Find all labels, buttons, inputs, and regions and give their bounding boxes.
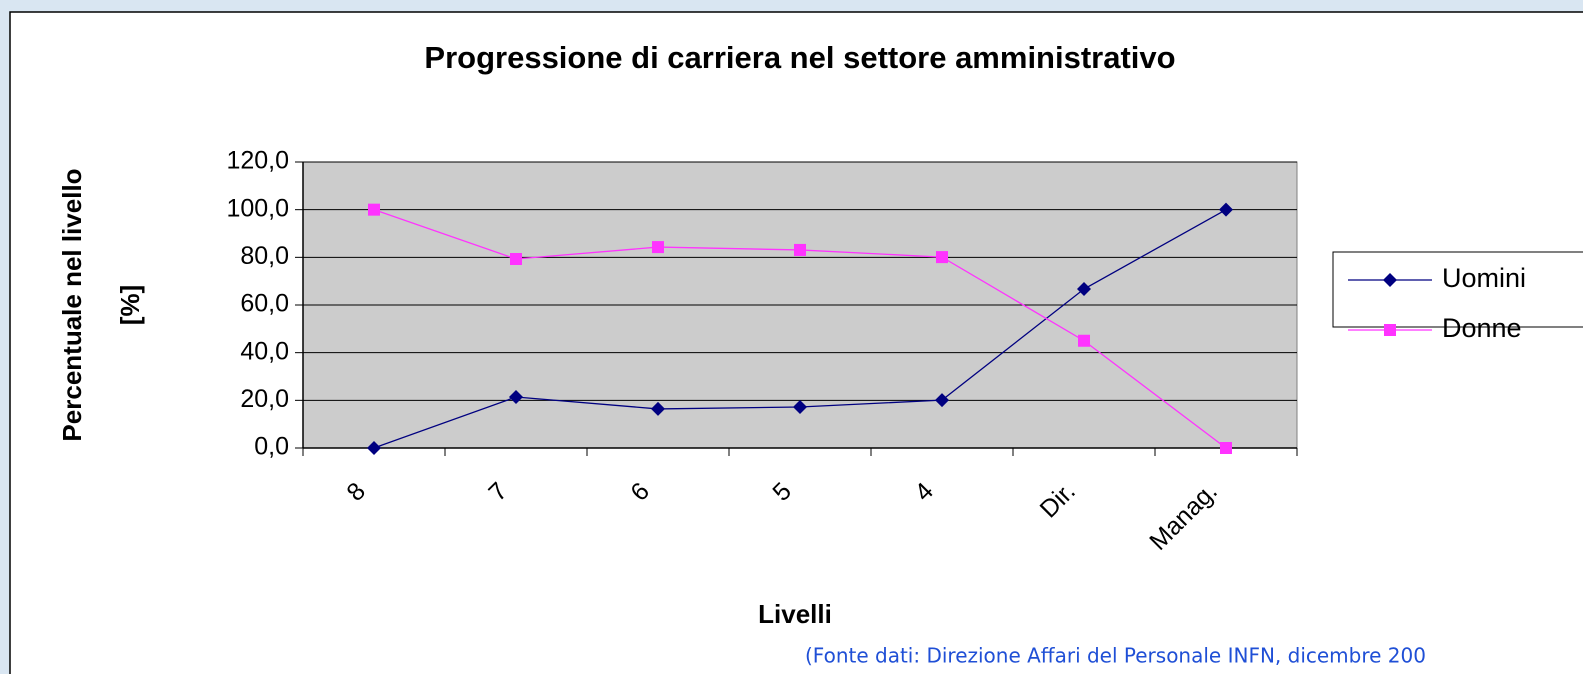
point — [936, 251, 948, 264]
y-tick-label: 80,0 — [240, 242, 289, 270]
point — [935, 393, 949, 408]
chart-title: Progressione di carriera nel settore amm… — [424, 40, 1175, 75]
point — [1219, 202, 1233, 217]
point — [367, 441, 381, 455]
point — [1077, 282, 1091, 297]
legend-label: Uomini — [1442, 263, 1526, 293]
x-axis-title: Livelli — [758, 599, 832, 629]
legend-label: Donne — [1442, 313, 1522, 343]
point — [651, 401, 665, 416]
point — [509, 389, 523, 404]
y-tick-label: 60,0 — [240, 290, 289, 318]
y-tick-label: 20,0 — [240, 385, 289, 413]
point — [794, 243, 806, 256]
point — [1383, 273, 1397, 287]
point — [1220, 442, 1232, 454]
y-axis-title: [%] — [115, 285, 145, 325]
point — [793, 400, 807, 415]
legend-box — [1332, 251, 1583, 328]
point — [368, 203, 380, 216]
point — [1384, 324, 1396, 336]
point — [652, 241, 664, 254]
point — [1078, 334, 1090, 347]
y-tick-label: 120,0 — [226, 147, 289, 175]
y-tick-label: 100,0 — [226, 194, 289, 222]
y-tick-label: 40,0 — [240, 337, 289, 365]
source-note: (Fonte dati: Direzione Affari del Person… — [805, 644, 1426, 668]
y-axis-title: Percentuale nel livello — [57, 168, 87, 441]
y-tick-label: 0,0 — [254, 433, 289, 461]
point — [510, 253, 522, 266]
